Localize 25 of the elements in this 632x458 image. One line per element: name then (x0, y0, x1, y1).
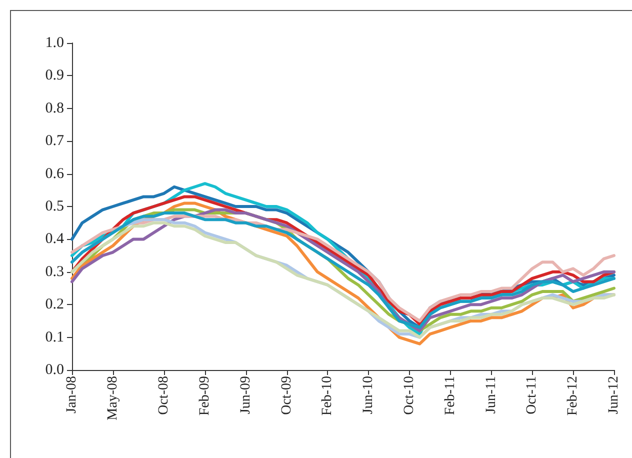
y-tick-label: 1.0 (45, 35, 64, 51)
x-tick-label: Feb-10 (320, 376, 336, 416)
x-tick-label: Oct-10 (402, 376, 417, 415)
y-tick-label: 0.9 (45, 68, 64, 84)
y-tick-label: 0.6 (45, 166, 64, 182)
x-tick-label: Feb-12 (566, 376, 581, 416)
x-tick-label: Feb-09 (197, 376, 212, 416)
x-tick-label: Jun-12 (606, 376, 622, 414)
x-tick-label: Feb-11 (442, 376, 458, 416)
y-tick-label: 0.1 (45, 329, 64, 346)
y-tick-label: 0.2 (45, 296, 64, 313)
y-tick-label: 0.8 (45, 100, 64, 116)
y-tick-label: 0.4 (45, 231, 64, 248)
x-tick-label: Oct-11 (524, 376, 540, 414)
x-tick-label: Oct-09 (279, 376, 294, 415)
y-tick-label: 0.3 (45, 264, 64, 280)
y-tick-label: 0.0 (45, 362, 64, 378)
y-tick-label: 0.7 (45, 133, 64, 150)
x-tick-label: Jan-08 (64, 376, 80, 414)
y-tick-label: 0.5 (45, 198, 64, 214)
x-tick-label: Jun-10 (361, 376, 376, 414)
x-tick-label: Jun-11 (484, 376, 499, 414)
x-tick-label: May-08 (105, 376, 120, 420)
x-tick-label: Oct-08 (156, 376, 172, 415)
x-tick-label: Jun-09 (238, 376, 254, 414)
